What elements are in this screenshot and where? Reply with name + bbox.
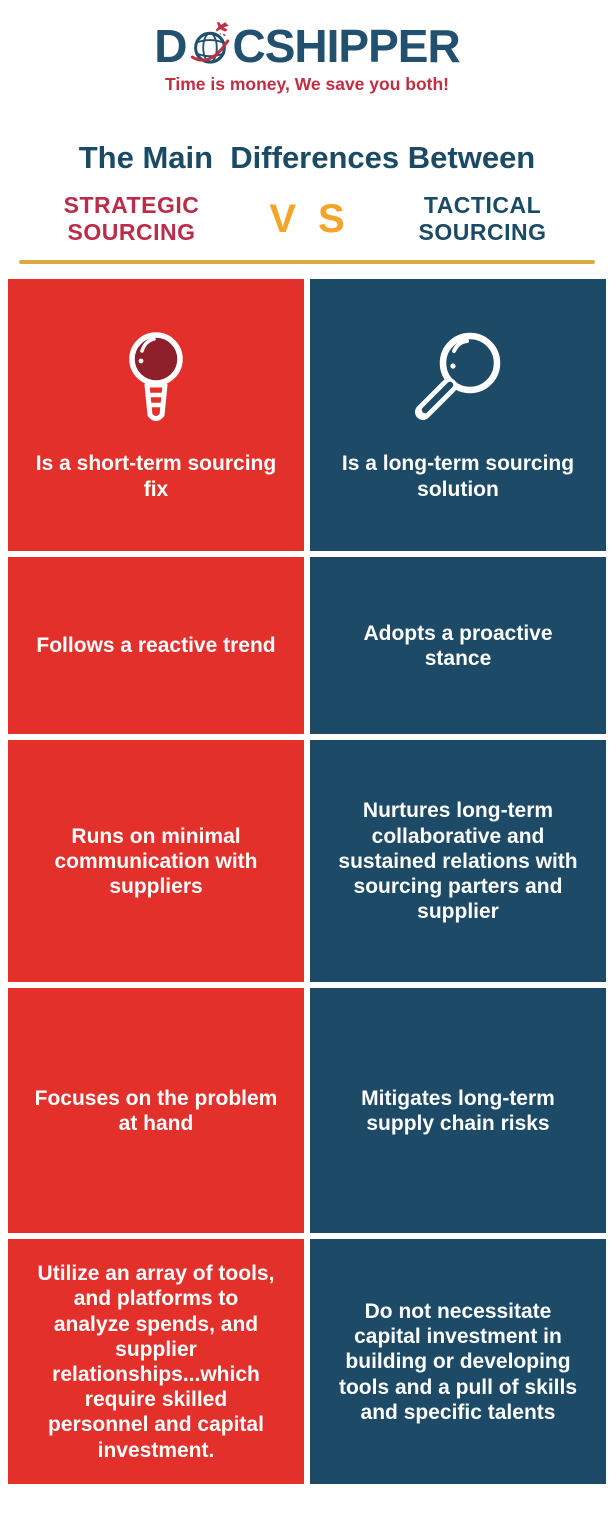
cell-text: Focuses on the problem at hand <box>34 1086 278 1135</box>
cell-text: Mitigates long-term supply chain risks <box>361 1086 555 1135</box>
vs-label: VS <box>269 197 367 242</box>
strategic-sourcing-label: STRATEGIC SOURCING <box>0 192 263 246</box>
tactical-sourcing-text: TACTICAL SOURCING <box>418 192 547 246</box>
logo-text-prefix: D <box>154 19 187 72</box>
globe-plane-icon <box>188 20 232 72</box>
tactical-cell-risks: Mitigates long-term supply chain risks <box>310 988 606 1234</box>
strategic-sourcing-text: STRATEGIC SOURCING <box>63 192 200 246</box>
page-title: The Main Differences Between <box>78 140 536 175</box>
cell-text: Adopts a proactive stance <box>363 621 553 670</box>
tactical-cell-long-term: Is a long-term sourcing solution <box>310 279 606 552</box>
bottom-whitespace <box>0 1484 614 1513</box>
logo-wordmark: D CSHIPPER <box>154 19 461 72</box>
header: D CSHIPPER Time is money, We save you bo… <box>0 0 614 265</box>
strategic-cell-communication: Runs on minimal communication with suppl… <box>8 740 304 983</box>
lightbulb-icon <box>124 329 188 435</box>
versus-header: STRATEGIC SOURCING VS TACTICAL SOURCING <box>0 192 614 246</box>
tactical-cell-investment: Do not necessitate capital investment in… <box>310 1239 606 1485</box>
cell-text: Is a long-term sourcing solution <box>341 452 575 501</box>
strategic-cell-problem: Focuses on the problem at hand <box>8 988 304 1234</box>
magnifying-glass-icon <box>408 329 508 435</box>
cell-text: Follows a reactive trend <box>36 634 276 658</box>
divider-line <box>19 260 595 265</box>
cell-text: Nurtures long-term collaborative and sus… <box>338 799 578 924</box>
tactical-sourcing-label: TACTICAL SOURCING <box>351 192 614 246</box>
strategic-cell-reactive: Follows a reactive trend <box>8 557 304 735</box>
cell-text: Utilize an array of tools, and platforms… <box>37 1262 275 1462</box>
strategic-cell-short-term: Is a short-term sourcing fix <box>8 279 304 552</box>
cell-text: Is a short-term sourcing fix <box>35 452 277 501</box>
docshipper-logo: D CSHIPPER Time is money, We save you bo… <box>0 20 614 95</box>
strategic-cell-tools: Utilize an array of tools, and platforms… <box>8 1239 304 1485</box>
tactical-cell-proactive: Adopts a proactive stance <box>310 557 606 735</box>
tactical-cell-relations: Nurtures long-term collaborative and sus… <box>310 740 606 983</box>
logo-text-suffix: CSHIPPER <box>232 19 461 72</box>
comparison-grid: Is a short-term sourcing fix Is a long-t… <box>8 279 606 1485</box>
cell-text: Runs on minimal communication with suppl… <box>54 824 258 899</box>
logo-tagline: Time is money, We save you both! <box>165 74 449 94</box>
cell-text: Do not necessitate capital investment in… <box>338 1299 578 1424</box>
